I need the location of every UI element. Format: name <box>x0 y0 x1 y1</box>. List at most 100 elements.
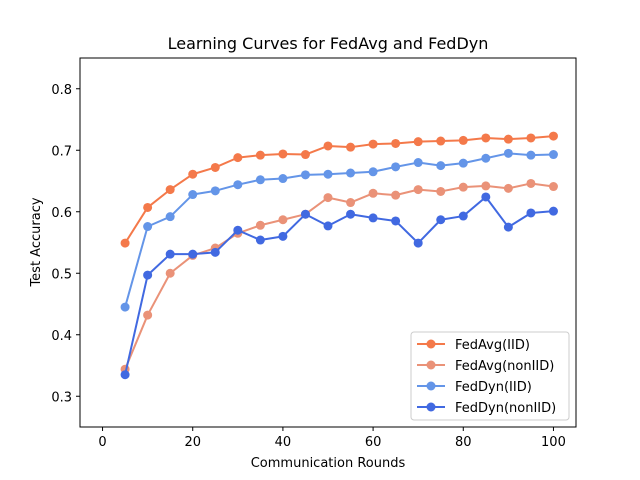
data-point <box>548 150 558 160</box>
data-point <box>368 213 378 223</box>
data-point <box>413 238 423 248</box>
data-point <box>165 185 175 195</box>
data-point <box>436 161 446 171</box>
data-point <box>323 221 333 231</box>
plot-frame <box>79 57 577 428</box>
data-point <box>458 135 468 145</box>
data-point <box>323 169 333 179</box>
data-point <box>391 138 401 148</box>
data-point <box>481 153 491 163</box>
data-point <box>210 247 220 257</box>
data-point <box>278 174 288 184</box>
data-point <box>188 169 198 179</box>
data-point <box>526 133 536 143</box>
data-point <box>165 249 175 259</box>
series <box>120 148 558 312</box>
data-point <box>346 209 356 219</box>
data-point <box>233 225 243 235</box>
data-point <box>526 208 536 218</box>
data-point <box>413 185 423 195</box>
x-tick-label: 80 <box>455 435 472 450</box>
data-point <box>481 192 491 202</box>
data-point <box>503 148 513 158</box>
data-point <box>346 168 356 178</box>
data-point <box>278 215 288 225</box>
data-point <box>255 175 265 185</box>
data-point <box>300 209 310 219</box>
x-tick-label: 20 <box>184 435 201 450</box>
legend-marker <box>426 360 436 370</box>
y-tick-label: 0.8 <box>51 83 72 98</box>
legend-marker <box>426 339 436 349</box>
data-point <box>436 215 446 225</box>
data-point <box>481 133 491 143</box>
y-tick-label: 0.4 <box>51 329 72 344</box>
legend-item: FedDyn(nonIID) <box>417 401 556 416</box>
legend-label: FedAvg(IID) <box>455 338 530 353</box>
legend-marker <box>426 381 436 391</box>
data-point <box>255 150 265 160</box>
legend-item: FedAvg(IID) <box>417 338 530 353</box>
data-point <box>323 141 333 151</box>
data-point <box>391 216 401 226</box>
data-point <box>391 162 401 172</box>
data-point <box>548 131 558 141</box>
y-tick-label: 0.5 <box>51 267 72 282</box>
legend-label: FedAvg(nonIID) <box>455 359 554 374</box>
data-point <box>120 302 130 312</box>
data-point <box>548 206 558 216</box>
data-point <box>143 270 153 280</box>
data-point <box>391 190 401 200</box>
data-point <box>278 231 288 241</box>
data-point <box>210 186 220 196</box>
data-point <box>210 162 220 172</box>
legend-marker <box>426 402 436 412</box>
data-point <box>368 188 378 198</box>
data-point <box>526 150 536 160</box>
data-point <box>481 181 491 191</box>
data-point <box>458 182 468 192</box>
data-point <box>346 142 356 152</box>
data-point <box>143 222 153 232</box>
data-point <box>346 198 356 208</box>
x-tick-label: 100 <box>541 435 566 450</box>
data-point <box>323 193 333 203</box>
data-point <box>368 167 378 177</box>
data-point <box>436 136 446 146</box>
data-point <box>233 153 243 163</box>
data-point <box>548 182 558 192</box>
data-point <box>233 180 243 190</box>
data-point <box>120 370 130 380</box>
data-point <box>436 186 446 196</box>
y-tick-label: 0.7 <box>51 144 72 159</box>
y-axis-label: Test Accuracy <box>29 197 44 287</box>
legend: FedAvg(IID) FedAvg(nonIID) FedDyn(IID) FedD… <box>410 331 570 421</box>
data-point <box>300 170 310 180</box>
data-point <box>300 150 310 160</box>
data-point <box>503 183 513 193</box>
data-point <box>165 268 175 278</box>
data-point <box>503 222 513 232</box>
x-tick-label: 60 <box>365 435 382 450</box>
legend-label: FedDyn(IID) <box>455 380 532 395</box>
data-point <box>165 212 175 222</box>
chart-title: Learning Curves for FedAvg and FedDyn <box>168 34 489 53</box>
series-layer <box>120 131 558 380</box>
data-point <box>413 158 423 168</box>
data-point <box>526 178 536 188</box>
legend-item: FedAvg(nonIID) <box>417 359 554 374</box>
data-point <box>368 139 378 149</box>
data-point <box>143 202 153 212</box>
series <box>120 131 558 248</box>
data-point <box>255 220 265 230</box>
data-point <box>503 134 513 144</box>
x-tick-label: 0 <box>98 435 106 450</box>
data-point <box>143 310 153 320</box>
data-point <box>120 238 130 248</box>
x-tick-label: 40 <box>275 435 292 450</box>
x-axis-label: Communication Rounds <box>251 456 406 471</box>
legend-box <box>410 331 570 421</box>
x-axis-ticks: 0 20 40 60 80 100 <box>98 427 566 450</box>
y-axis-ticks: 0.3 0.4 0.5 0.6 0.7 0.8 <box>51 83 80 405</box>
